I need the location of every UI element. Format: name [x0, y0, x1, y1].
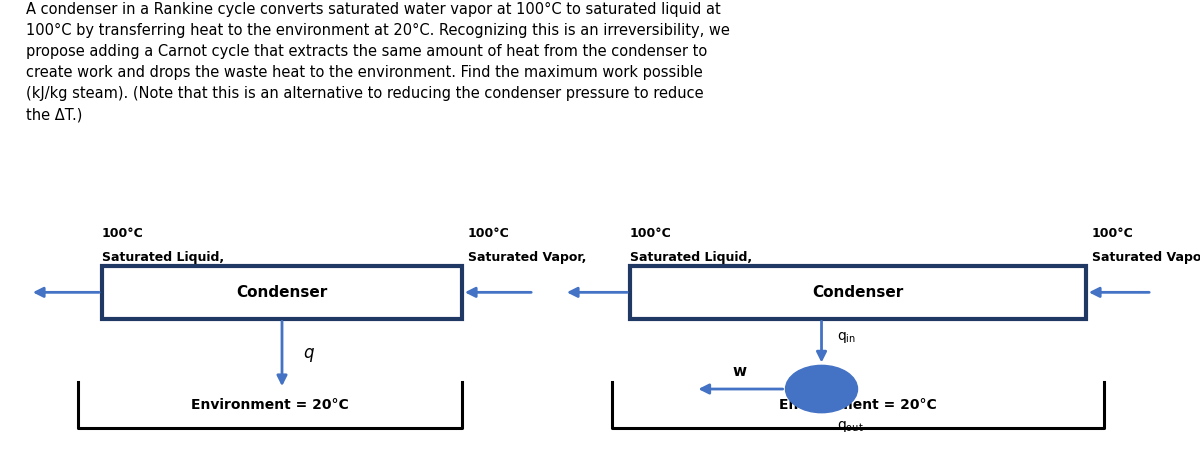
Text: Condenser: Condenser — [236, 285, 328, 300]
Text: Condenser: Condenser — [812, 285, 904, 300]
Text: Environment = 20°C: Environment = 20°C — [779, 398, 937, 412]
Text: Saturated Vapor,: Saturated Vapor, — [468, 251, 587, 264]
Ellipse shape — [786, 365, 858, 413]
Text: w: w — [733, 364, 746, 379]
Text: 100°C: 100°C — [468, 227, 510, 240]
Text: 100°C: 100°C — [1092, 227, 1134, 240]
Text: q$_{\mathrm{out}}$: q$_{\mathrm{out}}$ — [838, 419, 864, 434]
Text: Saturated Liquid,: Saturated Liquid, — [630, 251, 752, 264]
FancyBboxPatch shape — [630, 266, 1086, 318]
Text: A condenser in a Rankine cycle converts saturated water vapor at 100°C to satura: A condenser in a Rankine cycle converts … — [26, 2, 731, 122]
Text: q$_{\mathrm{in}}$: q$_{\mathrm{in}}$ — [838, 330, 856, 345]
Text: 100°C: 100°C — [102, 227, 144, 240]
Text: Saturated Vapor,: Saturated Vapor, — [1092, 251, 1200, 264]
Text: Saturated Liquid,: Saturated Liquid, — [102, 251, 224, 264]
FancyBboxPatch shape — [102, 266, 462, 318]
Text: q: q — [304, 344, 314, 362]
Text: 100°C: 100°C — [630, 227, 672, 240]
Text: Environment = 20°C: Environment = 20°C — [191, 398, 349, 412]
